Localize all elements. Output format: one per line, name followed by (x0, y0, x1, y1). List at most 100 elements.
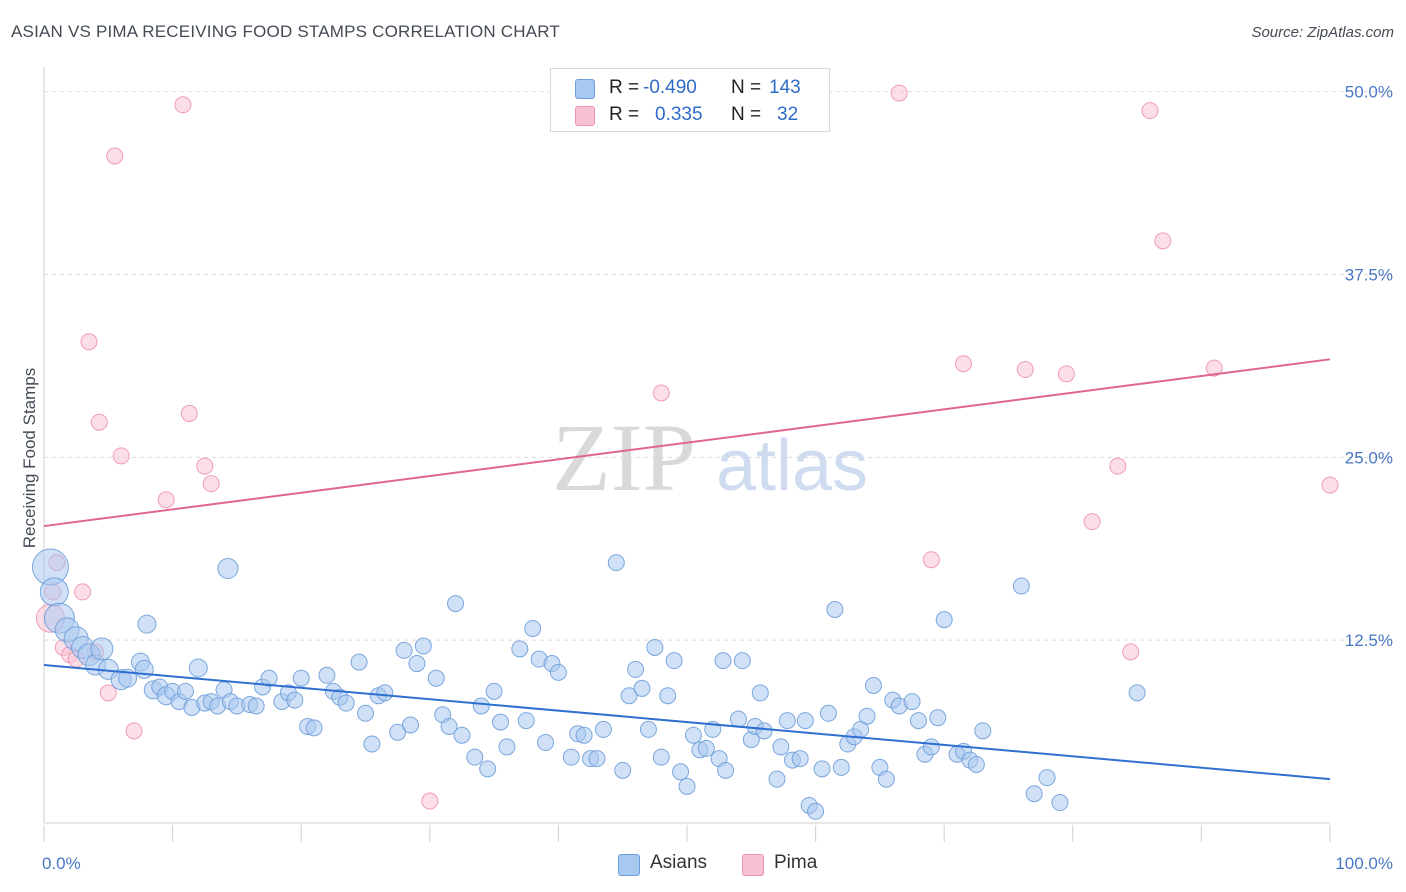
pima-point-12 (112, 447, 130, 465)
pima-point-16 (180, 404, 198, 422)
asian-point-86 (659, 687, 677, 705)
asian-point-128 (929, 709, 947, 727)
asian-point-96 (717, 761, 735, 779)
asian-point-56 (440, 717, 458, 735)
asian-point-110 (807, 802, 825, 820)
pima-point-32 (1321, 476, 1339, 494)
pima-point-25 (1057, 365, 1075, 383)
pima-point-26 (1083, 513, 1101, 531)
pima-point-7 (80, 333, 98, 351)
asian-point-48 (376, 684, 394, 702)
asian-point-114 (832, 758, 850, 776)
asian-point-88 (672, 763, 690, 781)
asian-point-33 (260, 669, 278, 687)
asian-point-49 (389, 723, 407, 741)
asian-point-46 (363, 735, 381, 753)
asian-point-111 (813, 760, 831, 778)
asian-point-138 (1051, 794, 1069, 812)
pima-point-15 (174, 96, 192, 114)
chart-title: ASIAN VS PIMA RECEIVING FOOD STAMPS CORR… (11, 22, 561, 41)
asians-legend-swatch (618, 854, 640, 876)
asian-point-127 (922, 738, 940, 756)
pima-point-29 (1141, 102, 1159, 120)
asian-point-112 (819, 704, 837, 722)
correlation-legend: R = -0.490 N = 143 R = 0.335 N = 32 (550, 68, 830, 132)
asian-point-118 (858, 707, 876, 725)
x-tick-label-0: 0.0% (42, 854, 81, 873)
asian-point-31 (247, 697, 265, 715)
axes (43, 67, 1331, 842)
asian-point-77 (594, 720, 612, 738)
asian-point-89 (678, 777, 696, 795)
asian-point-72 (562, 748, 580, 766)
watermark-atlas: atlas (716, 426, 868, 506)
pima-point-19 (421, 792, 439, 810)
asians-legend-label: Asians (650, 852, 708, 873)
asian-point-45 (357, 704, 374, 722)
asian-point-66 (517, 712, 535, 730)
pima-point-6 (74, 583, 92, 601)
asian-point-95 (714, 652, 732, 670)
asian-point-136 (1025, 785, 1043, 803)
asian-point-36 (286, 691, 304, 709)
asian-point-67 (524, 619, 542, 637)
x-tick-labels: 0.0% 100.0% (42, 854, 1393, 873)
asian-point-53 (414, 637, 432, 655)
asians-r-value: -0.490 (643, 77, 697, 98)
pima-point-31 (1205, 359, 1223, 377)
pima-legend-swatch (742, 854, 764, 876)
pima-point-13 (125, 722, 143, 740)
asian-point-78 (607, 554, 625, 572)
asian-point-92 (697, 739, 715, 757)
asian-point-103 (768, 770, 786, 788)
asian-point-107 (791, 750, 809, 768)
pima-r-value: 0.335 (655, 104, 703, 125)
asian-point-65 (511, 640, 529, 658)
trend-lines (43, 358, 1331, 781)
asian-point-40 (318, 666, 336, 684)
asian-point-133 (967, 755, 985, 773)
pima-point-30 (1154, 232, 1172, 250)
pima-point-11 (106, 147, 124, 165)
asian-point-43 (337, 694, 355, 712)
asian-point-64 (498, 738, 516, 756)
y-tick-labels: 12.5% 25.0% 37.5% 50.0% (1345, 83, 1393, 651)
pima-point-14 (157, 491, 175, 509)
x-tick-label-1: 100.0% (1335, 854, 1393, 873)
pima-r-label: R = (609, 104, 640, 125)
pima-point-21 (890, 84, 908, 102)
y-tick-label-1: 25.0% (1345, 448, 1393, 467)
legend-row-pima: R = 0.335 N = 32 (575, 104, 798, 126)
asian-point-29 (217, 557, 239, 579)
asian-point-84 (646, 638, 664, 656)
asian-point-76 (588, 750, 606, 768)
asian-point-129 (935, 611, 953, 629)
asian-point-124 (903, 693, 921, 711)
source-label: Source: ZipAtlas.com (1251, 24, 1394, 41)
pima-point-23 (954, 355, 972, 373)
pima-trend-line (43, 358, 1331, 528)
asian-point-44 (350, 653, 368, 671)
asian-point-90 (684, 726, 702, 744)
pima-point-18 (202, 475, 220, 493)
asian-point-139 (1128, 684, 1146, 702)
pima-n-value: 32 (777, 104, 799, 125)
asians-series (31, 548, 1146, 820)
asian-point-104 (772, 738, 790, 756)
asian-point-1 (39, 577, 69, 607)
asian-point-113 (826, 600, 844, 618)
y-tick-label-2: 37.5% (1345, 265, 1393, 284)
asian-point-101 (751, 684, 769, 702)
asian-point-58 (453, 726, 471, 744)
asian-point-109 (796, 712, 814, 730)
asian-point-87 (665, 652, 683, 670)
asians-trend-line (43, 664, 1331, 781)
asian-point-134 (974, 722, 992, 740)
watermark: ZIP atlas (552, 404, 868, 511)
asians-n-label: N = (731, 77, 762, 98)
asian-point-8 (90, 637, 114, 661)
asian-point-80 (620, 687, 638, 705)
pima-point-9 (90, 413, 108, 431)
pima-swatch (575, 106, 595, 126)
pima-point-20 (652, 384, 670, 402)
